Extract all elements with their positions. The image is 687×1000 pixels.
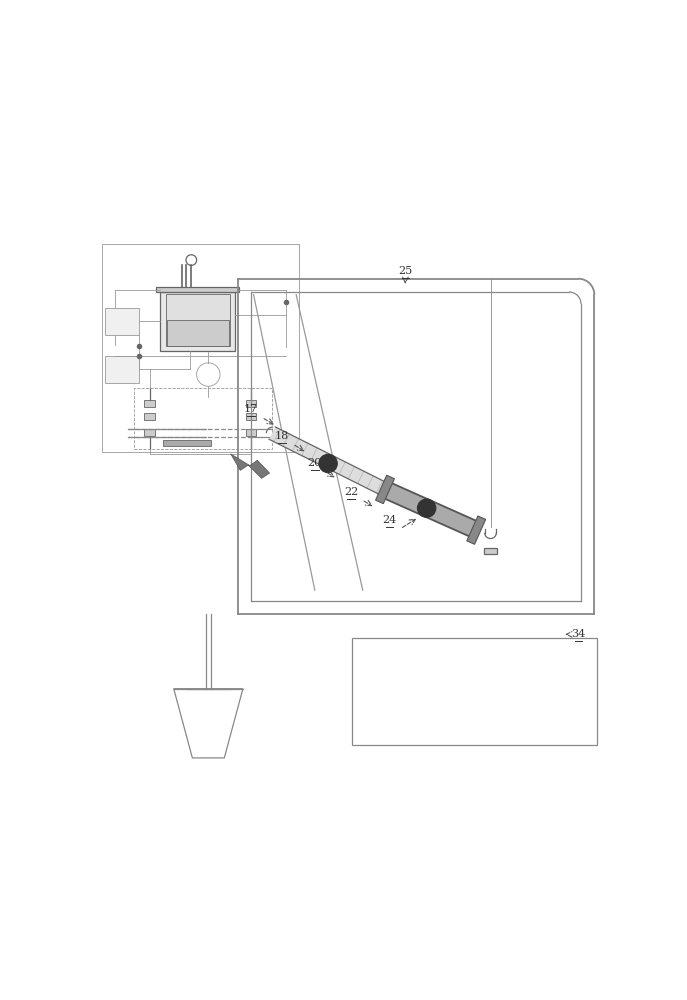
Text: 24: 24 <box>382 515 396 525</box>
Bar <box>102 244 299 452</box>
Polygon shape <box>381 481 481 538</box>
Text: 22: 22 <box>344 487 358 497</box>
Text: 17: 17 <box>244 404 258 414</box>
Bar <box>352 638 597 745</box>
Bar <box>104 308 139 335</box>
Bar <box>144 400 155 407</box>
Bar <box>167 320 229 346</box>
Bar <box>246 413 256 420</box>
Text: 20: 20 <box>308 458 322 468</box>
Bar <box>163 440 211 446</box>
Bar <box>246 400 256 407</box>
Bar <box>161 292 235 351</box>
Bar <box>104 356 139 383</box>
Circle shape <box>418 499 436 517</box>
Polygon shape <box>376 475 394 504</box>
Text: 34: 34 <box>572 629 585 639</box>
Polygon shape <box>466 516 486 544</box>
Text: 25: 25 <box>398 266 412 276</box>
Bar <box>156 287 239 292</box>
Circle shape <box>319 454 337 473</box>
Bar <box>484 548 497 554</box>
Bar <box>246 429 256 436</box>
Polygon shape <box>269 427 387 495</box>
Bar <box>134 388 272 449</box>
Bar <box>166 294 229 346</box>
Bar <box>144 429 155 436</box>
Text: 18: 18 <box>275 431 289 441</box>
Bar <box>144 413 155 420</box>
Polygon shape <box>231 454 269 478</box>
